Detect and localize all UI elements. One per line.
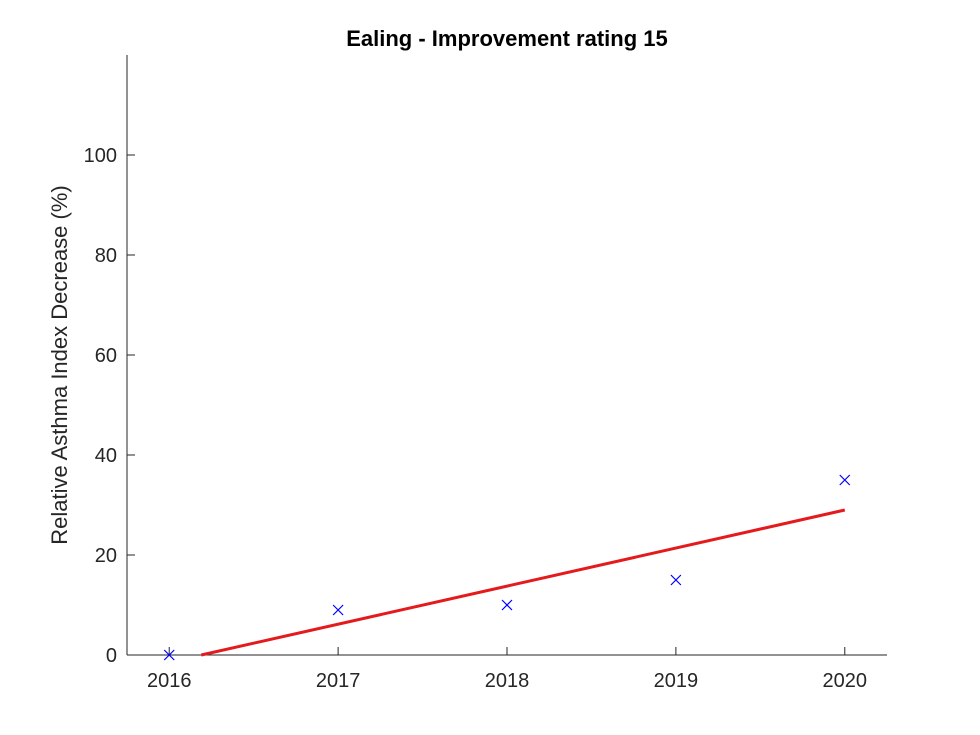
y-axis-label: Relative Asthma Index Decrease (%) [47,185,72,545]
x-tick-label-2020: 2020 [823,670,868,692]
x-tick-label-2019: 2019 [654,670,699,692]
data-point-2020 [839,474,851,486]
x-tick-label-2016: 2016 [147,670,192,692]
trend-line [200,508,846,657]
y-tick-label-80: 80 [95,245,117,267]
x-tick-label-2018: 2018 [485,670,530,692]
plot-area: 2016 2017 2018 2019 2020 0 20 40 60 80 100 [84,55,887,692]
data-point-2017 [332,604,344,616]
y-tick-label-20: 20 [95,545,117,567]
y-tick-label-40: 40 [95,445,117,467]
x-tick-label-2017: 2017 [316,670,361,692]
y-tick-label-100: 100 [84,145,117,167]
y-tick-label-0: 0 [106,645,117,667]
y-tick-label-60: 60 [95,345,117,367]
chart-title: Ealing - Improvement rating 15 [346,26,668,51]
data-point-2018 [501,599,513,611]
data-point-2016 [163,649,175,661]
data-point-2019 [670,574,682,586]
